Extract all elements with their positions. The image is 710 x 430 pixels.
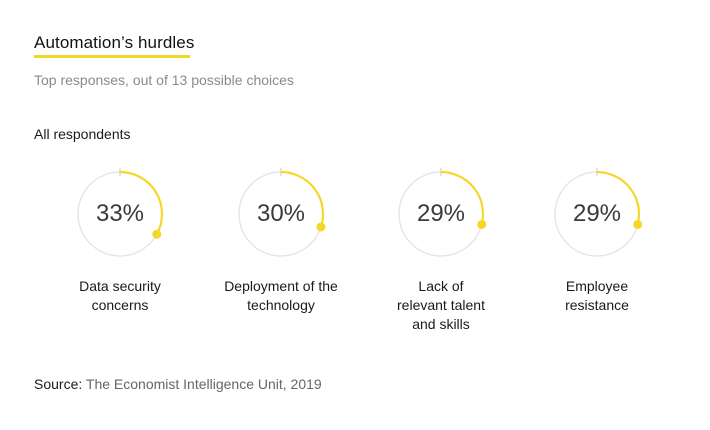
donut-value-label: 29% — [572, 200, 622, 227]
donut-category-label-line: Deployment of the — [224, 278, 338, 294]
donut-svg — [554, 168, 643, 257]
source-label: Source: — [34, 376, 83, 392]
donut-svg — [238, 168, 326, 257]
donut-value-arc — [596, 170, 641, 225]
donut-3: 29% — [394, 167, 488, 261]
donut-category-label: Data security concerns — [45, 277, 195, 315]
chart-subtitle: Top responses, out of 13 possible choice… — [34, 72, 294, 88]
donut-category-label-line: Employee — [565, 278, 629, 294]
chart-title: Automation’s hurdles — [34, 33, 195, 52]
donut-category-label: Employee resistance — [522, 277, 672, 315]
donut-value-arc — [280, 170, 325, 228]
donut-category-label-line: and skills — [412, 316, 470, 332]
donut-end-dot — [477, 219, 487, 229]
donut-svg — [77, 168, 164, 257]
donut-1: 33% — [73, 167, 167, 261]
donut-category-label-line: Lack of — [418, 278, 464, 294]
donut-value-arc — [440, 170, 485, 225]
donut-value-label: 29% — [416, 200, 466, 227]
donut-end-dot — [316, 222, 326, 232]
group-label: All respondents — [34, 126, 131, 142]
donut-end-dot — [633, 219, 643, 229]
donut-svg — [398, 168, 487, 257]
donut-category-label-line: Data security — [79, 278, 161, 294]
source-line: Source: The Economist Intelligence Unit,… — [34, 376, 322, 392]
donut-4: 29% — [550, 167, 644, 261]
donut-category-label-line: resistance — [565, 297, 629, 313]
donut-category-label-line: concerns — [91, 297, 149, 313]
donut-value-arc — [119, 170, 164, 235]
donut-end-dot — [152, 229, 162, 239]
donut-category-label-line: technology — [247, 297, 315, 313]
donut-value-label: 30% — [256, 200, 306, 227]
source-text: The Economist Intelligence Unit, 2019 — [85, 376, 322, 392]
title-underline — [34, 55, 190, 58]
donut-2: 30% — [234, 167, 328, 261]
donut-category-label-line: relevant talent — [397, 297, 485, 313]
donut-category-label: Deployment of the technology — [206, 277, 356, 315]
donut-category-label: Lack of relevant talent and skills — [366, 277, 516, 334]
donut-value-label: 33% — [95, 200, 145, 227]
